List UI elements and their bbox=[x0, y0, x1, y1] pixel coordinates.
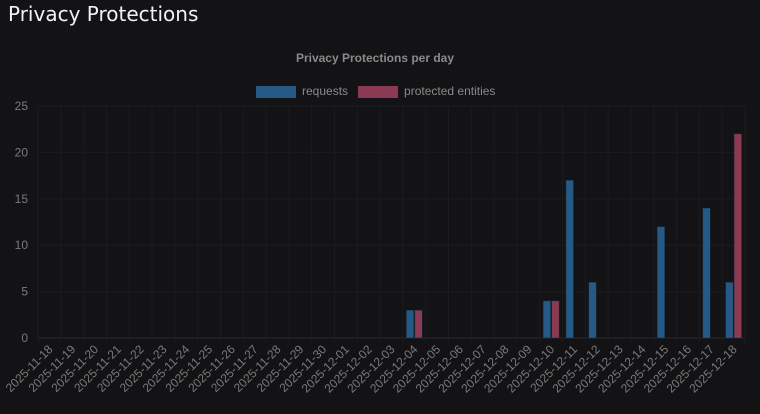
legend-swatch[interactable] bbox=[256, 86, 296, 98]
y-tick-label: 5 bbox=[21, 285, 28, 299]
y-axis-labels: 0 5 10 15 20 25 bbox=[15, 99, 29, 345]
legend: requests protected entities bbox=[256, 84, 495, 98]
legend-swatch[interactable] bbox=[358, 86, 399, 98]
page-title: Privacy Protections bbox=[8, 2, 199, 26]
bar-requests[interactable] bbox=[725, 282, 734, 339]
y-tick-label: 10 bbox=[15, 238, 29, 252]
bar-requests[interactable] bbox=[588, 282, 597, 339]
bars bbox=[406, 133, 742, 339]
legend-label[interactable]: protected entities bbox=[404, 84, 495, 98]
y-tick-label: 0 bbox=[21, 331, 28, 345]
bar-requests[interactable] bbox=[702, 207, 711, 339]
chart-title: Privacy Protections per day bbox=[296, 51, 454, 65]
y-tick-label: 25 bbox=[15, 99, 29, 113]
y-tick-label: 15 bbox=[15, 192, 29, 206]
bar-protected-entities[interactable] bbox=[414, 309, 423, 339]
bar-requests[interactable] bbox=[542, 300, 551, 339]
bar-requests[interactable] bbox=[656, 226, 665, 339]
bar-protected-entities[interactable] bbox=[551, 300, 560, 339]
x-axis-labels: 2025-11-182025-11-192025-11-202025-11-21… bbox=[3, 342, 740, 396]
y-tick-label: 20 bbox=[15, 145, 29, 159]
legend-label[interactable]: requests bbox=[302, 84, 348, 98]
bar-protected-entities[interactable] bbox=[733, 133, 742, 339]
grid bbox=[37, 105, 746, 343]
bar-requests[interactable] bbox=[406, 309, 415, 339]
bar-requests[interactable] bbox=[565, 179, 574, 339]
